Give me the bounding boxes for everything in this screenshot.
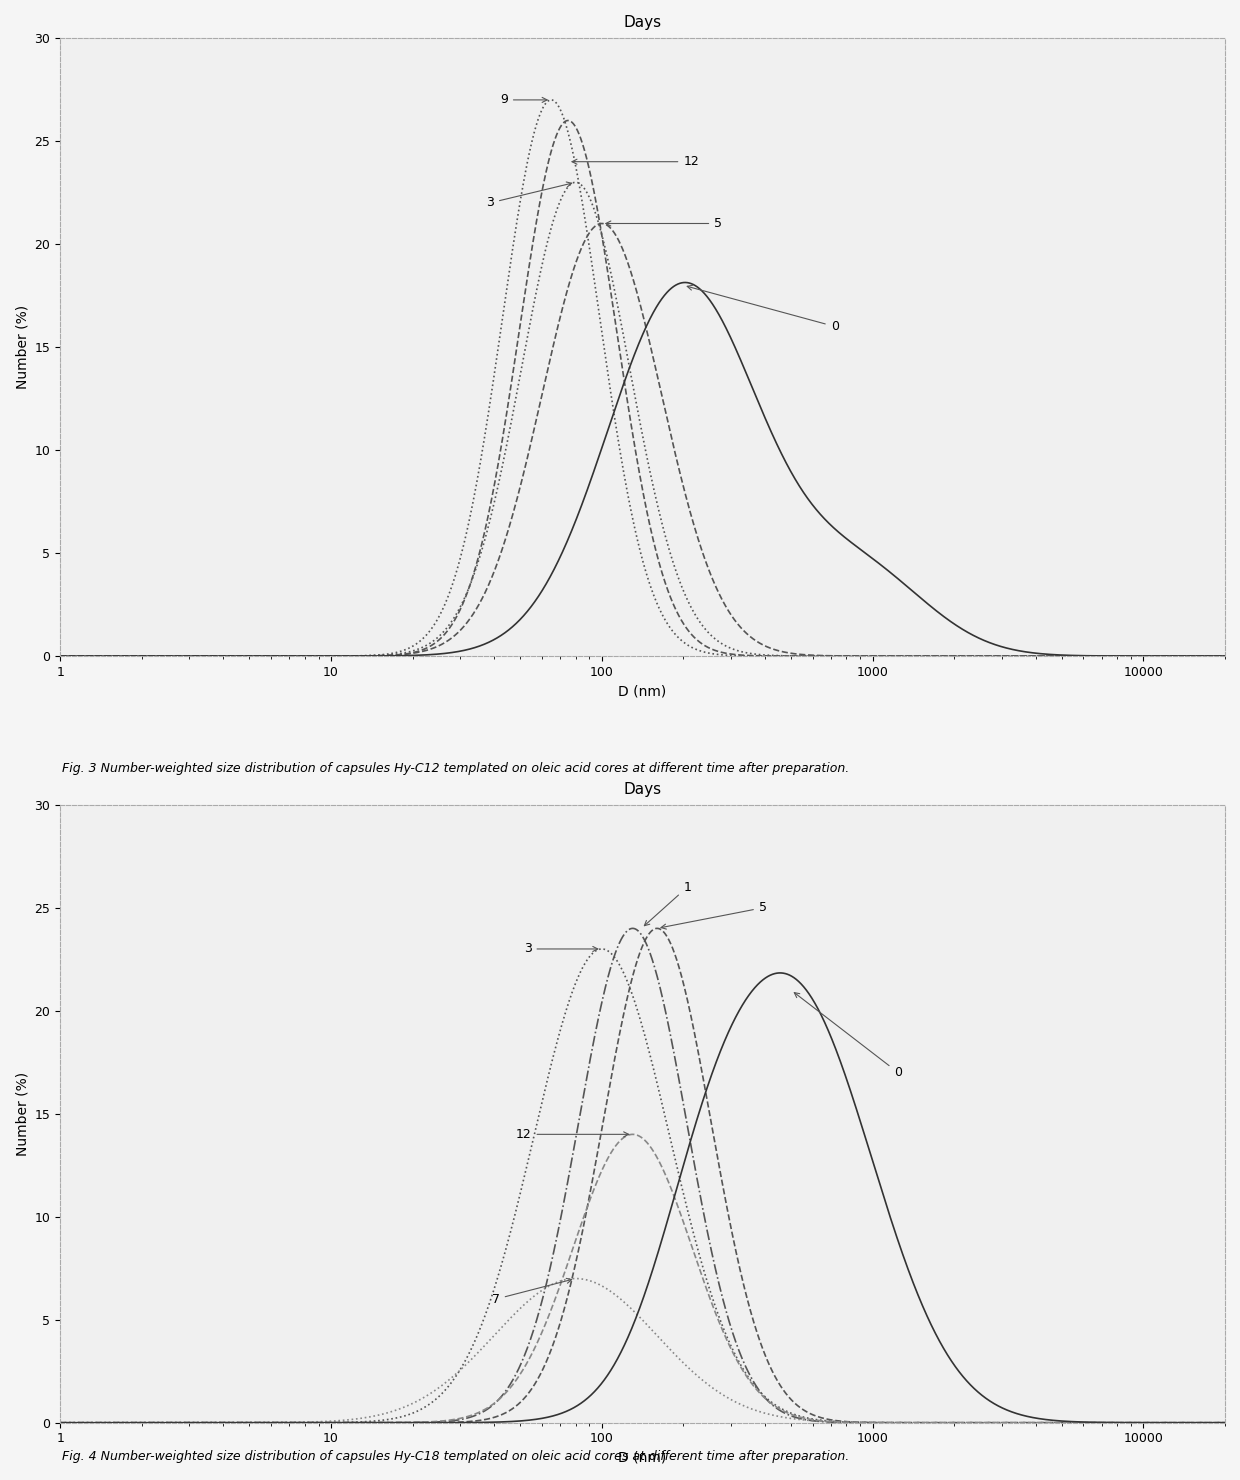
Text: 9: 9 — [500, 93, 547, 107]
X-axis label: D (nm): D (nm) — [619, 684, 667, 699]
Text: 5: 5 — [606, 218, 722, 229]
Text: 5: 5 — [661, 901, 766, 929]
Text: 12: 12 — [572, 155, 699, 169]
Y-axis label: Number (%): Number (%) — [15, 1072, 29, 1156]
Text: 1: 1 — [645, 881, 691, 925]
Text: 0: 0 — [795, 993, 901, 1079]
Text: 0: 0 — [687, 286, 838, 333]
X-axis label: D (nm): D (nm) — [619, 1450, 667, 1465]
Title: Days: Days — [624, 15, 662, 30]
Title: Days: Days — [624, 781, 662, 796]
Y-axis label: Number (%): Number (%) — [15, 305, 29, 389]
Text: Fig. 3 Number-weighted size distribution of capsules Hy-C12 templated on oleic a: Fig. 3 Number-weighted size distribution… — [62, 762, 849, 776]
Text: 12: 12 — [516, 1128, 629, 1141]
Text: 7: 7 — [492, 1279, 572, 1305]
Text: 3: 3 — [486, 182, 572, 209]
Text: 3: 3 — [523, 943, 598, 956]
Text: Fig. 4 Number-weighted size distribution of capsules Hy-C18 templated on oleic a: Fig. 4 Number-weighted size distribution… — [62, 1450, 849, 1464]
